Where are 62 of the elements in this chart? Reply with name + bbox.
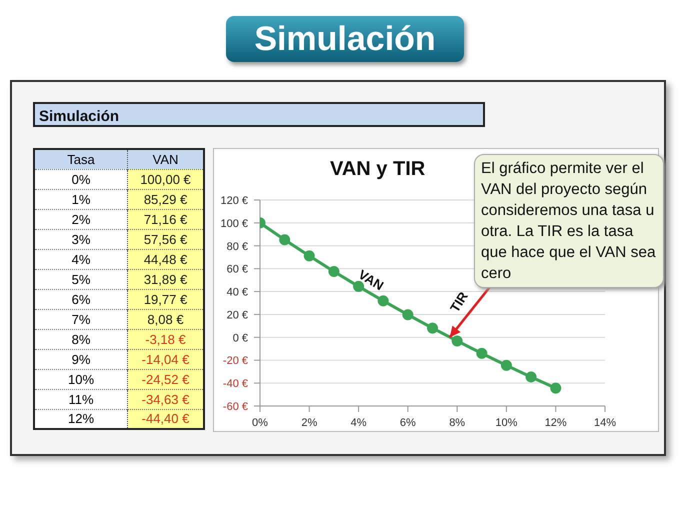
point: [328, 266, 340, 277]
y-tick-label: 0 €: [232, 332, 248, 344]
annotation: TIR: [447, 289, 472, 316]
y-tick-label: 120 €: [220, 195, 248, 207]
text: 8%: [34, 329, 128, 349]
point: [452, 335, 463, 346]
text: 71,16 €: [128, 209, 204, 229]
text: 85,29 €: [128, 189, 204, 209]
text: 9%: [34, 349, 128, 369]
point: [526, 371, 537, 382]
text: 8,08 €: [128, 309, 204, 329]
point: [476, 348, 488, 359]
point: [402, 309, 414, 320]
text: 2%: [34, 209, 128, 229]
annotation: El gráfico permite ver el VAN del proyecto según consideremos una tasa u otra. La TIR es la tasa que hace que el VAN sea cero: [474, 154, 664, 288]
text: 7%: [34, 309, 128, 329]
text: 4%: [34, 249, 128, 269]
x-tick-label: 4%: [350, 417, 367, 429]
text: -14,04 €: [128, 349, 204, 369]
point: [427, 322, 438, 334]
y-tick-label: -40 €: [222, 378, 248, 390]
text: -24,52 €: [128, 369, 204, 389]
point: [500, 360, 512, 371]
text: 11%: [34, 389, 128, 409]
point: [304, 250, 315, 262]
x-tick-label: 6%: [400, 417, 416, 429]
y-tick-label: 60 €: [226, 264, 248, 276]
x-tick-label: 10%: [495, 417, 518, 429]
text: 1%: [34, 189, 128, 209]
text: 6%: [34, 289, 128, 309]
text: 5%: [34, 269, 128, 289]
chart-title: VAN y TIR: [330, 158, 426, 181]
point: [550, 382, 562, 394]
text: VAN: [356, 266, 386, 293]
text: Tasa: [34, 149, 128, 169]
text: -3,18 €: [128, 329, 204, 349]
y-tick-label: 100 €: [220, 218, 248, 230]
text: Simulación: [33, 102, 485, 127]
text: 3%: [34, 229, 128, 249]
y-tick-label: 80 €: [226, 240, 248, 253]
text: 44,48 €: [128, 249, 204, 269]
text: -44,40 €: [128, 409, 204, 429]
text: 10%: [34, 369, 128, 389]
text: 31,89 €: [128, 269, 204, 289]
text: -34,63 €: [128, 389, 204, 409]
x-tick-label: 8%: [449, 417, 466, 429]
x-tick-label: 0%: [252, 417, 268, 429]
x-tick-label: 2%: [301, 417, 318, 429]
x-tick-label: 14%: [594, 417, 616, 429]
y-tick-label: 40 €: [226, 286, 248, 299]
text: 19,77 €: [128, 289, 204, 309]
point: [279, 234, 290, 246]
y-tick-label: -20 €: [222, 355, 248, 368]
text: VAN: [152, 152, 178, 167]
point: [378, 295, 389, 306]
text: 100,00 €: [128, 169, 204, 189]
text: Simulación: [226, 16, 464, 62]
y-tick-label: 20 €: [226, 309, 248, 322]
y-tick-label: -60 €: [222, 401, 248, 413]
text: 57,56 €: [128, 229, 204, 249]
text: 0%: [34, 169, 128, 189]
x-tick-label: 12%: [544, 417, 567, 429]
